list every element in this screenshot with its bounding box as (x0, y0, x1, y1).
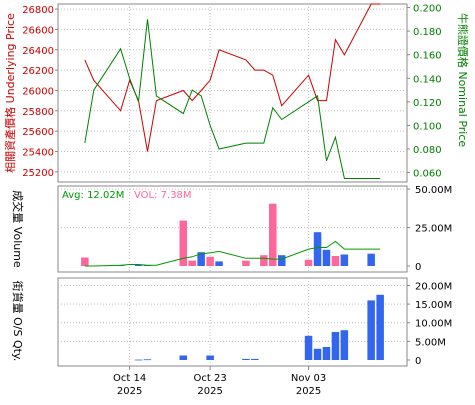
volume-bar (188, 260, 196, 266)
volume-bar (340, 254, 349, 266)
volume-tick-labels: 50.00M 25.00M 0 (415, 185, 452, 273)
volume-bar (260, 255, 268, 266)
x-tick-label-year: 2025 (197, 386, 222, 397)
volume-bar (81, 257, 89, 266)
os-qty-bar (340, 330, 349, 360)
volume-vol-legend: VOL: 7.38M (134, 190, 192, 201)
volume-bar (322, 249, 331, 266)
price-grid (55, 4, 410, 182)
price-right-tick-label: 0.100 (413, 121, 442, 132)
volume-bar (206, 256, 214, 266)
price-right-tick-label: 0.140 (413, 74, 442, 85)
volume-bar (331, 256, 340, 266)
volume-avg-legend: Avg: 12.02M (62, 190, 124, 201)
price-left-tick-labels: 26800 26600 26400 26200 26000 25800 25600 25400… (22, 5, 54, 179)
price-right-tick-label: 0.160 (413, 51, 442, 62)
volume-bar (242, 260, 250, 266)
price-lines (84, 3, 381, 179)
price-left-tick-label: 25800 (22, 107, 54, 118)
x-tick-label-year: 2025 (296, 386, 321, 397)
os-qty-bar (331, 332, 340, 360)
volume-bar (215, 261, 223, 266)
volume-bar (367, 253, 375, 266)
os-qty-bar (376, 294, 384, 360)
volume-bar (179, 220, 187, 266)
volume-bar (269, 203, 277, 266)
os-qty-bar (206, 355, 214, 360)
price-left-tick-label: 26000 (22, 86, 54, 97)
os-tick-label: 0 (415, 356, 421, 367)
os-grid (58, 278, 410, 366)
volume-bar (278, 255, 286, 266)
os-qty-bar (304, 335, 313, 360)
volume-average-line (84, 240, 381, 267)
x-tick-label-year: 2025 (117, 386, 142, 397)
os-qty-bar (179, 355, 187, 360)
volume-avg-line (84, 240, 381, 267)
volume-tick-label: 50.00M (415, 185, 452, 196)
price-left-tick-label: 26800 (22, 5, 54, 16)
os-qty-bar (242, 358, 250, 360)
os-qty-bar (134, 359, 143, 361)
price-left-tick-label: 25400 (22, 147, 54, 158)
price-left-tick-label: 26600 (22, 25, 54, 36)
volume-bar (134, 264, 143, 266)
price-right-tick-labels: 0.200 0.180 0.160 0.140 0.120 0.100 0.080 0.060 (413, 4, 442, 180)
nominal-price-line (84, 19, 381, 179)
os-bars (134, 294, 384, 361)
volume-axis-label: 成交量 Volume (11, 190, 25, 268)
price-left-tick-label: 26200 (22, 66, 54, 77)
os-qty-bar (143, 359, 152, 361)
os-qty-bar (322, 347, 331, 360)
x-tick-label-day: Oct 14 (113, 373, 146, 384)
volume-bar (313, 232, 322, 266)
os-qty-bar (313, 348, 322, 360)
volume-panel-frame (57, 185, 408, 273)
nominal-price-axis-label: 牛熊證價格 Nominal Price (456, 13, 470, 148)
price-right-tick-label: 0.060 (413, 169, 442, 180)
os-tick-label: 15.00M (415, 300, 452, 311)
price-left-tick-label: 25600 (22, 127, 54, 138)
price-right-tick-label: 0.180 (413, 27, 442, 38)
price-panel-frame (57, 3, 408, 183)
x-tick-label-day: Nov 03 (291, 373, 326, 384)
volume-bar (304, 259, 313, 266)
os-qty-axis-label: 街貨量 O/S Qty. (11, 281, 25, 362)
os-tick-label: 10.00M (415, 319, 452, 330)
price-right-tick-label: 0.200 (413, 4, 442, 15)
volume-tick-label: 0 (415, 262, 421, 273)
os-tick-labels: 20.00M 15.00M 10.00M 5.00M 0 (415, 281, 452, 367)
x-tick-label-day: Oct 23 (194, 373, 227, 384)
os-panel-frame (57, 277, 408, 367)
underlying-price-axis-label: 相關資產價格 Underlying Price (3, 13, 17, 173)
price-right-tick-label: 0.080 (413, 145, 442, 156)
volume-bar (197, 252, 205, 266)
price-left-tick-label: 25200 (22, 168, 54, 179)
volume-tick-label: 25.00M (415, 224, 452, 235)
price-right-tick-label: 0.120 (413, 98, 442, 109)
volume-grid (58, 186, 410, 272)
x-tick-labels: Oct 14 2025 Oct 23 2025 Nov 03 2025 (113, 366, 326, 397)
os-qty-bar (367, 300, 375, 360)
os-qty-bar (251, 358, 259, 360)
os-tick-label: 20.00M (415, 281, 452, 292)
price-left-tick-label: 26400 (22, 46, 54, 57)
os-tick-label: 5.00M (415, 337, 446, 348)
